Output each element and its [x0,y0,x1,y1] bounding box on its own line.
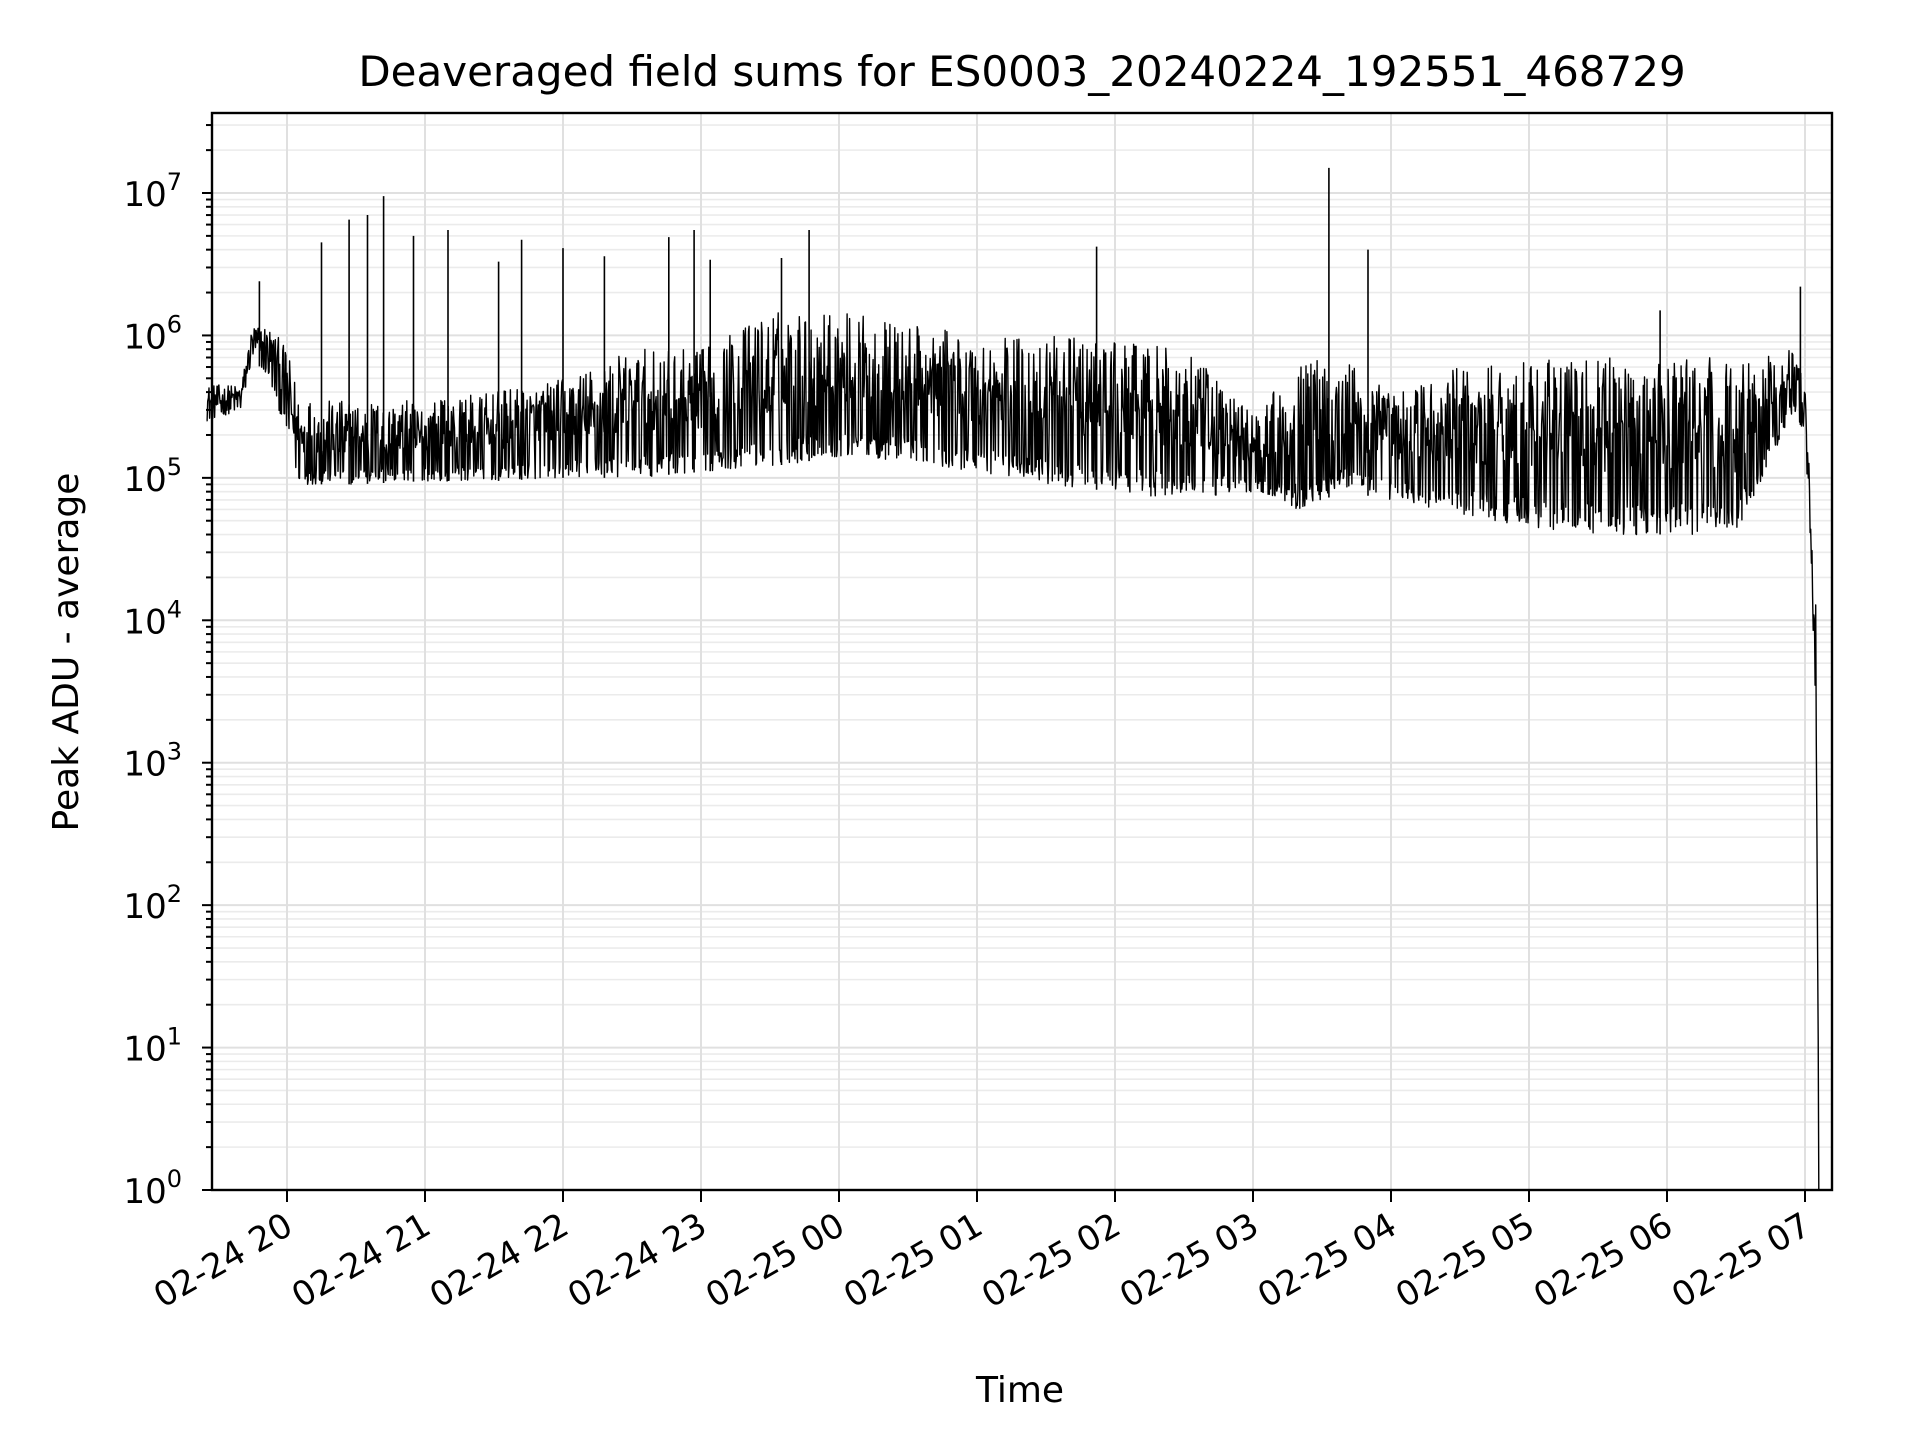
y-tick-label: 107 [123,168,182,215]
y-tick-label: 102 [123,880,182,927]
data-series [206,167,1820,1191]
y-tick-label: 101 [123,1023,182,1070]
y-tick-label: 100 [123,1165,182,1212]
y-tick-label: 103 [123,738,182,785]
y-tick-label: 105 [123,453,182,500]
y-axis-label: Peak ADU - average [46,473,87,832]
y-axis: 100 101 102 103 104 105 106 107 [123,124,212,1212]
y-tick-label: 106 [123,310,182,357]
y-tick-label: 104 [123,595,182,642]
chart-title: Deaveraged field sums for ES0003_2024022… [358,47,1685,96]
series-line [206,312,1820,1191]
x-axis-label: Time [975,1370,1064,1411]
